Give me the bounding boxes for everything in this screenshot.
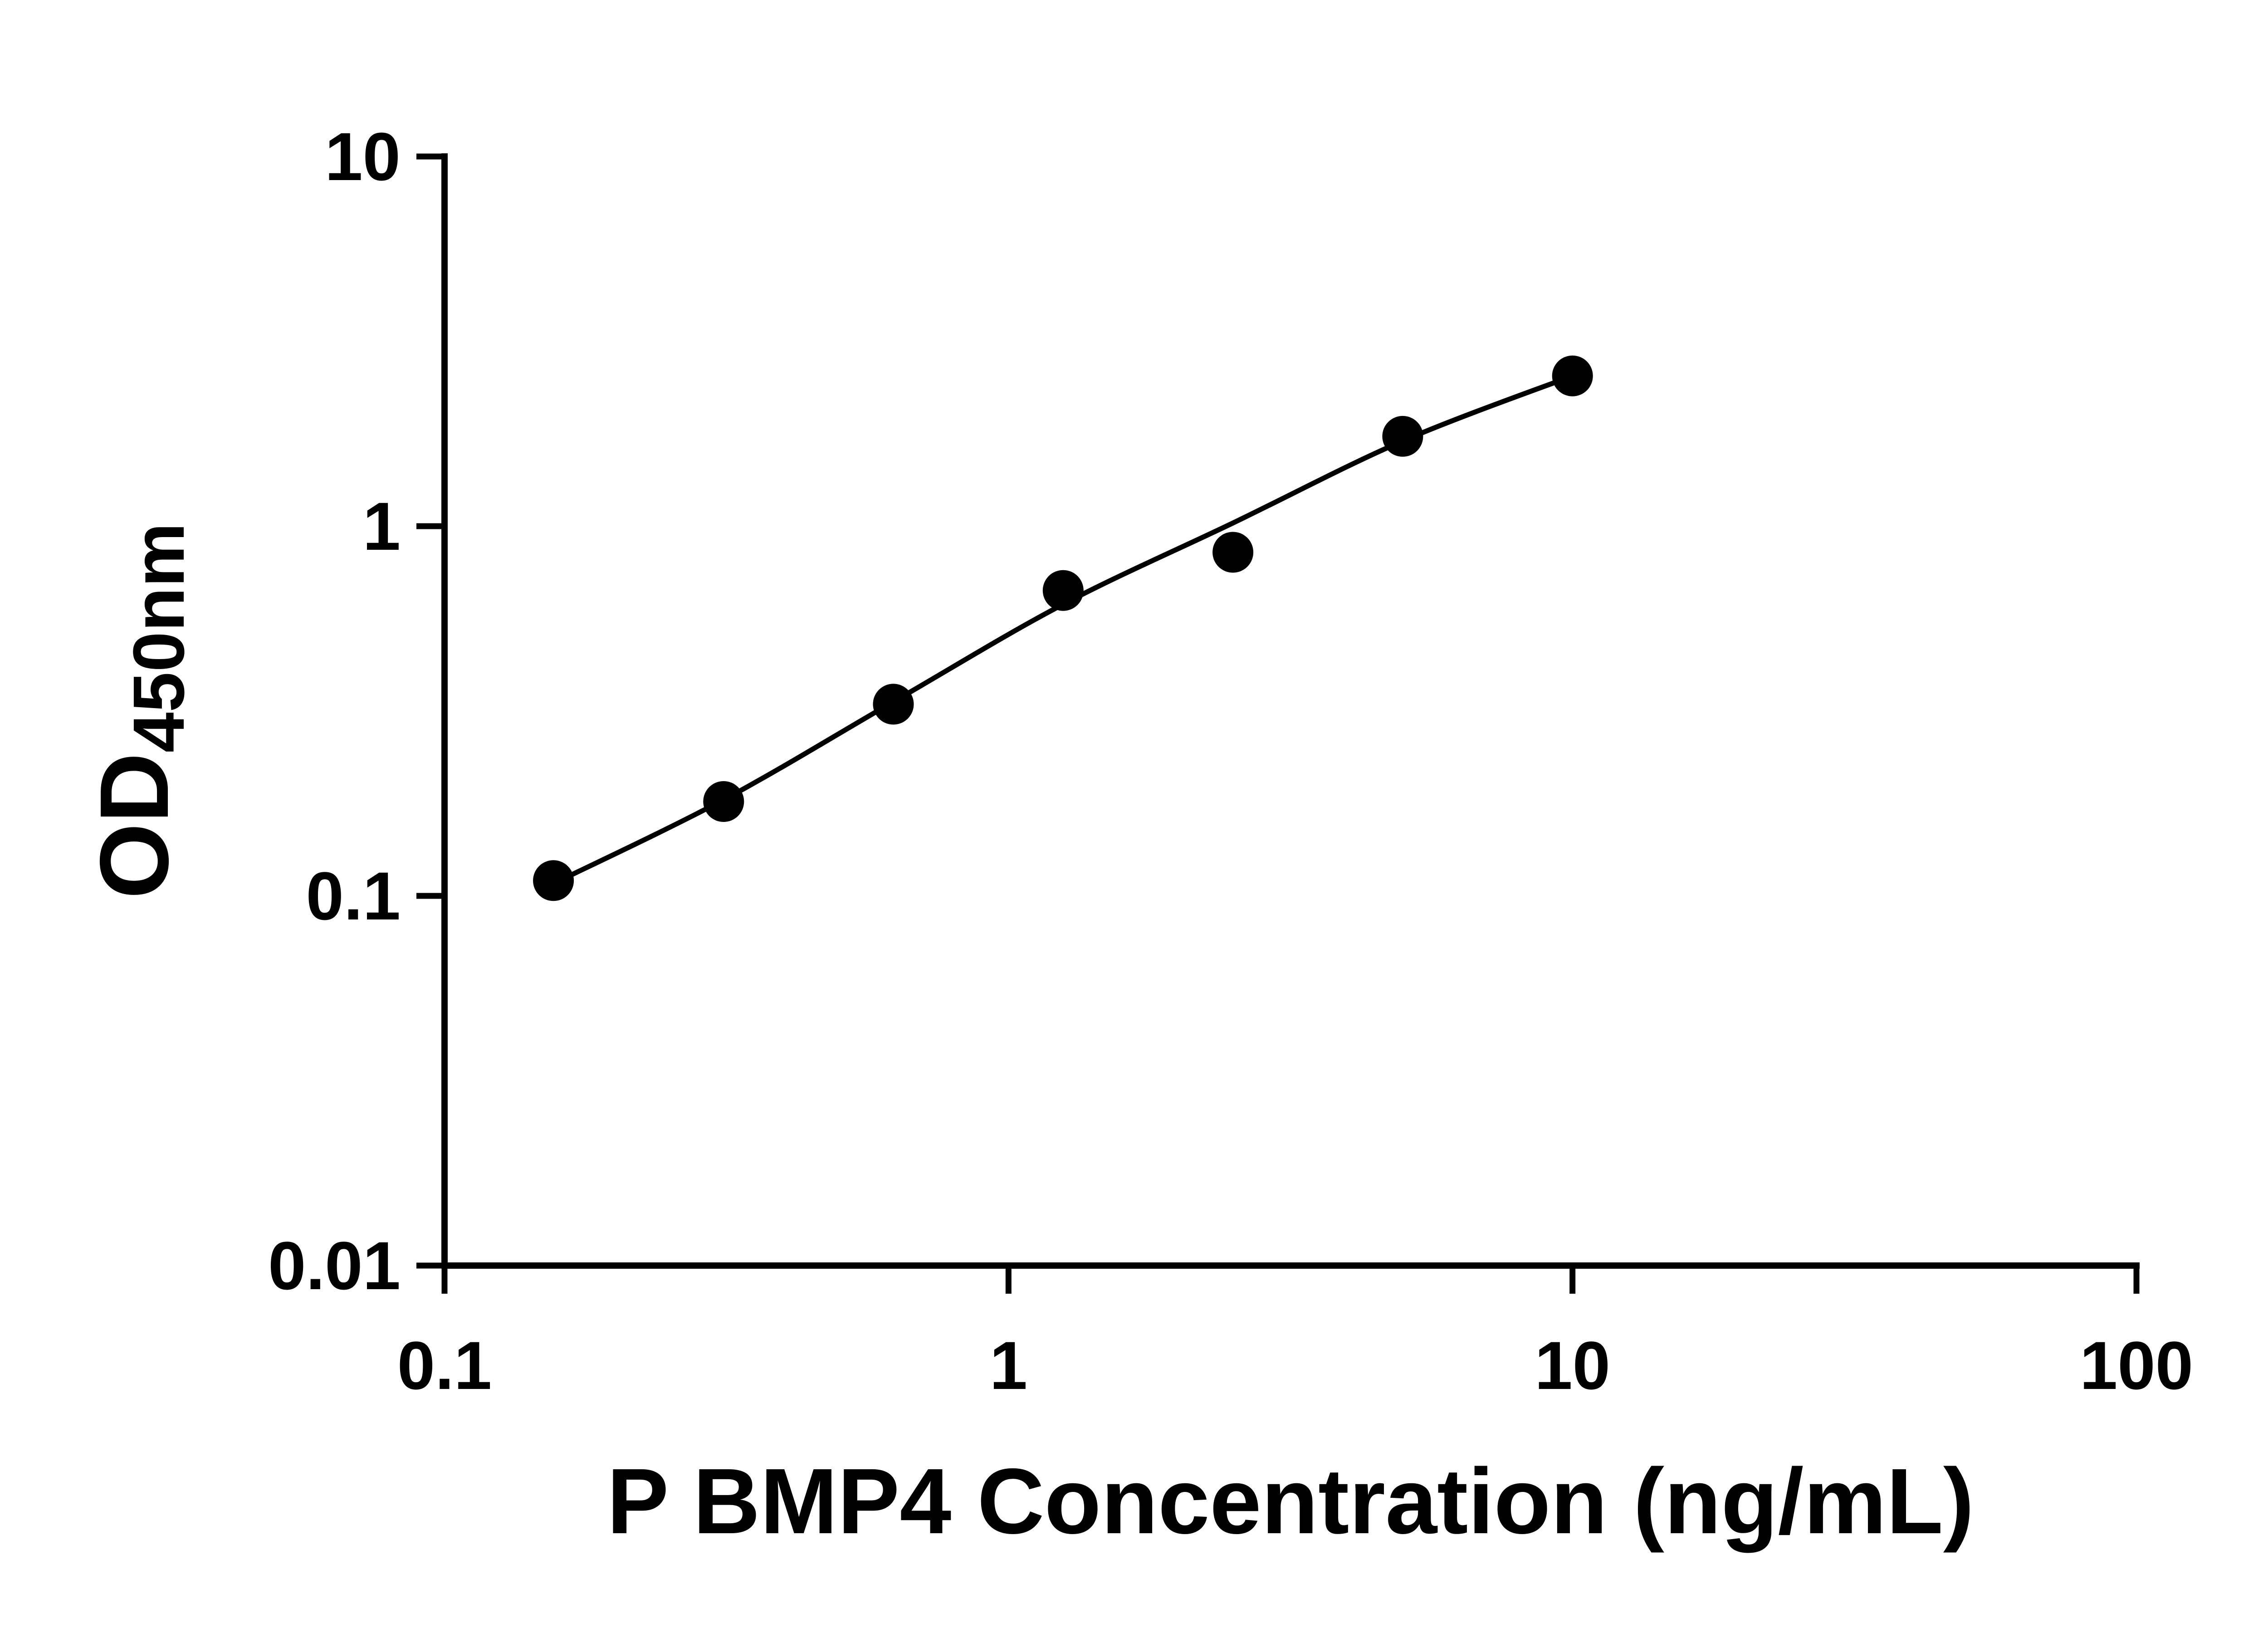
data-point [1382,416,1423,457]
series-layer [533,355,1593,901]
y-axis-title-subscript: 450nm [118,523,199,753]
x-tick-label: 1 [990,1327,1027,1403]
y-axis-title-main: OD [79,753,189,899]
data-point [873,684,914,725]
data-point [1552,355,1593,396]
y-tick-label: 0.01 [268,1227,401,1304]
x-tick-label: 0.1 [397,1327,492,1403]
data-point [1042,570,1084,611]
y-axis-title: OD450nm [79,523,199,899]
y-tick-label: 10 [325,118,401,195]
y-tick-label: 1 [363,488,401,564]
x-tick-label: 10 [1535,1327,1610,1403]
data-point [703,781,744,822]
axes-layer [441,153,2140,1269]
x-axis-title: P BMP4 Concentration (ng/mL) [607,1449,1974,1553]
ticks-layer: 0.1 1 10 100 10 1 0.1 0.01 [268,118,2193,1403]
x-tick-label: 100 [2080,1327,2193,1403]
y-tick-label: 0.1 [306,858,401,934]
data-point [533,860,574,901]
data-point [1212,532,1254,573]
